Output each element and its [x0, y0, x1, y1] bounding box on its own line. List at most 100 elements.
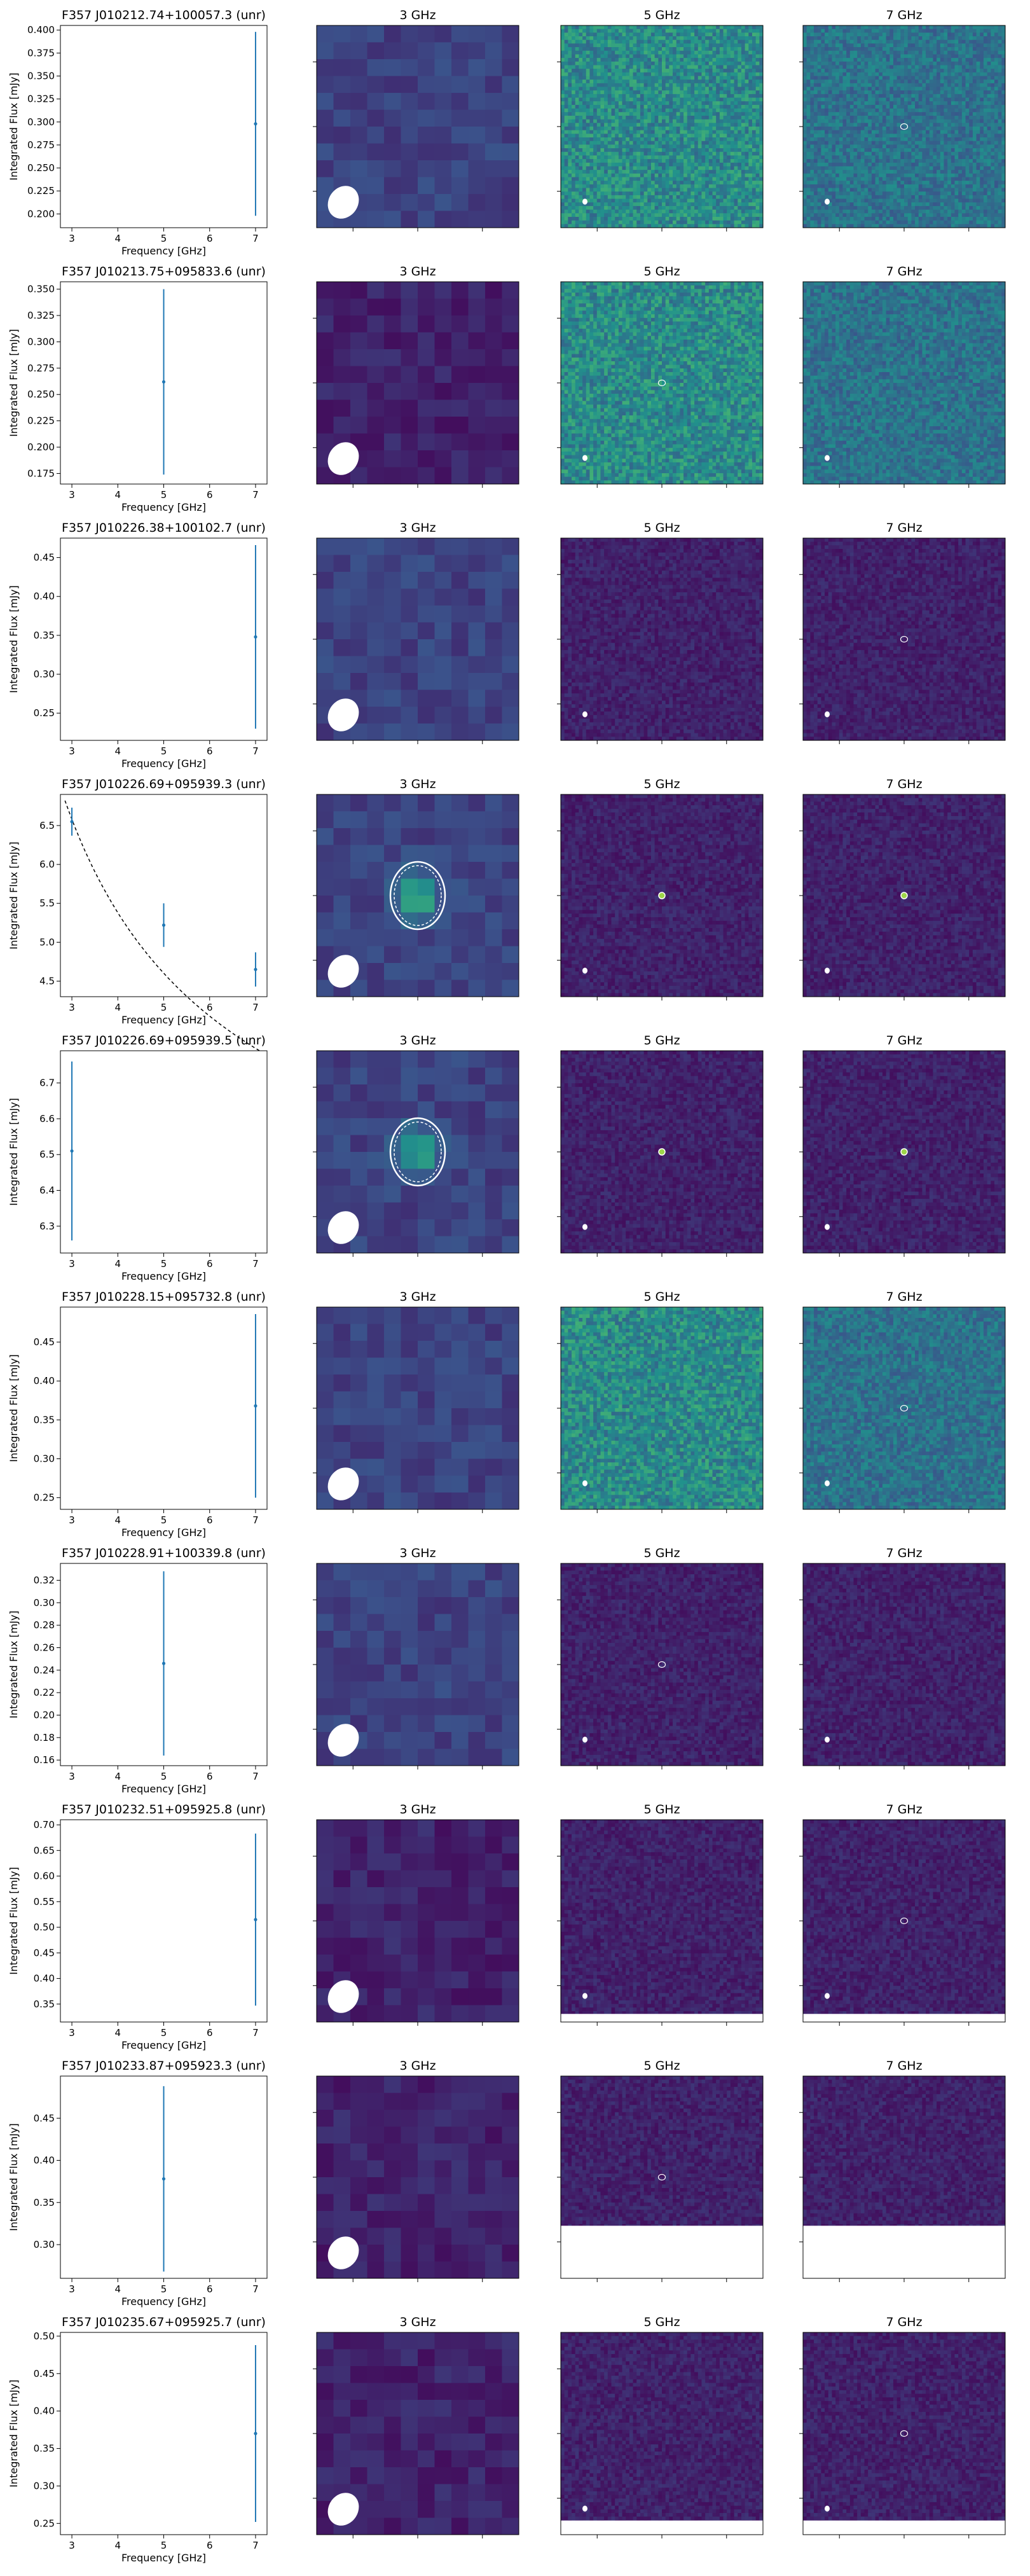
y-tick-label: 0.45: [34, 2368, 55, 2379]
x-tick-label: 5: [161, 2540, 167, 2551]
data-point: [254, 635, 257, 639]
image-panel-3: 7 GHz: [799, 521, 1006, 744]
image-panel-1: 3 GHz: [313, 8, 519, 232]
y-tick-label: 0.25: [34, 1492, 55, 1504]
x-tick-label: 6: [207, 2027, 213, 2039]
y-tick-label: 0.35: [34, 2197, 55, 2208]
x-tick-label: 4: [115, 745, 121, 757]
beam-ellipse: [825, 1480, 830, 1486]
y-tick-label: 0.40: [34, 1375, 55, 1387]
data-point: [254, 2432, 257, 2435]
source-title: F357 J010232.51+095925.8 (unr): [62, 1803, 266, 1817]
source-title: F357 J010226.69+095939.5 (unr): [62, 1034, 266, 1048]
beam-ellipse: [825, 198, 830, 204]
radio-map: [803, 1563, 1006, 1766]
image-panel-2: 5 GHz: [557, 265, 764, 488]
y-tick-label: 0.50: [34, 2330, 55, 2342]
image-panel-1: 3 GHz: [313, 521, 519, 744]
source-title: F357 J010228.91+100339.8 (unr): [62, 1546, 266, 1560]
beam-ellipse: [582, 967, 587, 973]
spectrum-axes: [60, 2332, 267, 2535]
image-panel-1: 3 GHz: [313, 1290, 519, 1513]
x-axis-label: Frequency [GHz]: [121, 2296, 206, 2308]
x-tick-label: 7: [252, 233, 259, 244]
panel-title: 3 GHz: [399, 777, 436, 791]
source-row: F357 J010226.69+095939.5 (unr)3 4 5 6 7Frequ…: [8, 1034, 1006, 1282]
panel-title: 3 GHz: [399, 1803, 436, 1817]
image-panel-1: 3 GHz: [313, 2059, 519, 2282]
x-tick-label: 4: [115, 2540, 121, 2551]
y-tick-label: 0.30: [34, 2480, 55, 2491]
spectrum-axes: [60, 794, 267, 997]
source-row: F357 J010228.91+100339.8 (unr)3 4 5 6 7Frequ…: [8, 1546, 1006, 1795]
panel-title: 3 GHz: [399, 8, 436, 22]
x-tick-label: 5: [161, 2027, 167, 2039]
source-row: F357 J010226.69+095939.3 (unr)3 4 5 6 7Frequ…: [8, 777, 1006, 1054]
y-tick-label: 5.0: [39, 936, 55, 948]
beam-ellipse: [582, 455, 587, 460]
x-axis-label: Frequency [GHz]: [121, 2039, 206, 2051]
image-panel-1: 3 GHz: [313, 777, 519, 1001]
radio-map: [803, 1820, 1006, 2023]
panel-title: 3 GHz: [399, 521, 436, 535]
panel-title: 7 GHz: [886, 2315, 922, 2329]
y-tick-label: 0.35: [34, 1998, 55, 2010]
panel-title: 7 GHz: [886, 521, 922, 535]
y-tick-label: 0.35: [34, 1414, 55, 1425]
x-tick-label: 5: [161, 489, 167, 501]
y-tick-label: 0.30: [34, 1453, 55, 1465]
blank-region: [803, 2521, 1005, 2535]
x-tick-label: 3: [69, 2027, 75, 2039]
radio-map: [803, 2332, 1006, 2535]
x-tick-label: 5: [161, 1258, 167, 1270]
spectrum-axes: [60, 1820, 267, 2022]
x-tick-label: 7: [252, 1002, 259, 1013]
source-row: F357 J010228.15+095732.8 (unr)3 4 5 6 7Frequ…: [8, 1290, 1006, 1539]
radio-map: [561, 1820, 764, 2023]
image-panel-2: 5 GHz: [557, 8, 764, 232]
panel-title: 5 GHz: [643, 2315, 680, 2329]
image-panel-2: 5 GHz: [557, 2315, 764, 2538]
y-tick-label: 0.45: [34, 1947, 55, 1958]
blank-region: [561, 2014, 763, 2022]
x-tick-label: 4: [115, 489, 121, 501]
x-tick-label: 3: [69, 1771, 75, 1782]
data-point: [70, 1149, 73, 1153]
panel-title: 3 GHz: [399, 2315, 436, 2329]
image-panel-3: 7 GHz: [799, 1290, 1006, 1513]
x-tick-label: 6: [207, 1258, 213, 1270]
y-axis-label: Integrated Flux [mJy]: [8, 2123, 20, 2231]
y-axis-label: Integrated Flux [mJy]: [8, 1867, 20, 1974]
y-tick-label: 0.325: [27, 310, 55, 321]
source-contour: [901, 892, 907, 899]
y-tick-label: 0.45: [34, 552, 55, 564]
source-title: F357 J010235.67+095925.7 (unr): [62, 2315, 266, 2329]
beam-ellipse: [825, 2505, 830, 2511]
y-axis-label: Integrated Flux [mJy]: [8, 1610, 20, 1718]
source-title: F357 J010213.75+095833.6 (unr): [62, 265, 266, 279]
panel-title: 7 GHz: [886, 2059, 922, 2073]
x-tick-label: 4: [115, 233, 121, 244]
x-tick-label: 7: [252, 2283, 259, 2295]
x-tick-label: 5: [161, 233, 167, 244]
beam-ellipse: [825, 455, 830, 460]
y-tick-label: 0.35: [34, 2443, 55, 2455]
x-tick-label: 6: [207, 1002, 213, 1013]
data-point: [254, 122, 257, 125]
y-tick-label: 6.6: [39, 1113, 55, 1125]
x-tick-label: 6: [207, 745, 213, 757]
data-point: [254, 1918, 257, 1921]
x-axis-label: Frequency [GHz]: [121, 1527, 206, 1539]
data-point: [162, 2177, 165, 2180]
radio-map: [803, 282, 1006, 485]
blank-region: [561, 2226, 763, 2278]
y-tick-label: 0.30: [34, 2239, 55, 2250]
panel-title: 5 GHz: [643, 521, 680, 535]
spectrum-axes: [60, 25, 267, 228]
radio-map: [561, 538, 764, 741]
x-tick-label: 7: [252, 2540, 259, 2551]
y-tick-label: 0.250: [27, 389, 55, 400]
image-panel-3: 7 GHz: [799, 777, 1006, 1001]
data-point: [254, 968, 257, 971]
